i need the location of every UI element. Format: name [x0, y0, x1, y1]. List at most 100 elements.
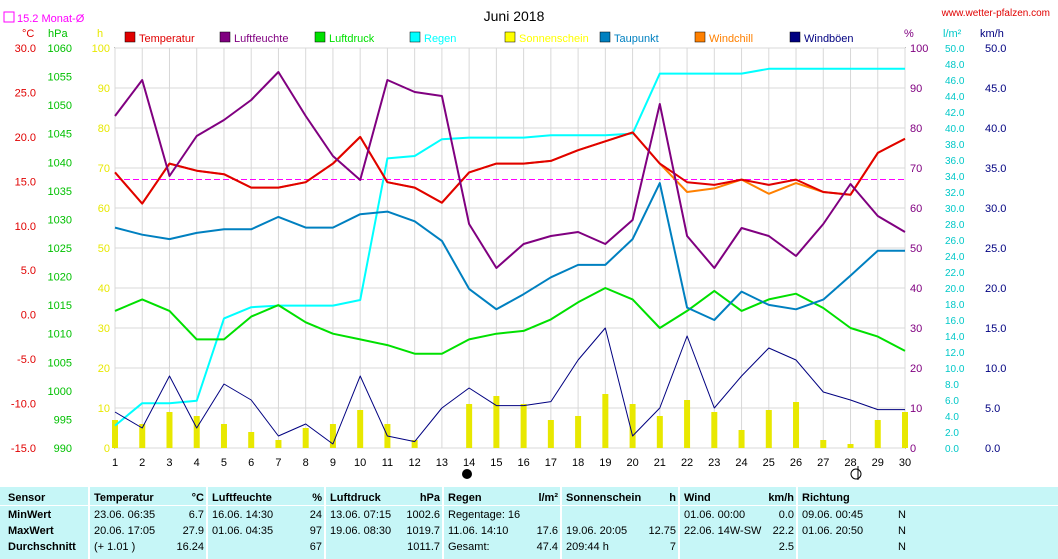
x-tick-20: 21 [654, 457, 666, 469]
sunshine-bar-10 [357, 410, 364, 448]
pressure-line [114, 287, 906, 355]
table-cell-label: 16.06. 14:30 [212, 509, 274, 521]
x-tick-28: 29 [872, 457, 884, 469]
rain-tick-13: 24.0 [945, 252, 965, 263]
weather-chart: 15.2 Monat-Ø Juni 2018 www.wetter-pfalze… [3, 8, 1050, 480]
pct-tick-10: 0 [910, 443, 916, 455]
legend-label-1: Luftfeuchte [234, 33, 288, 45]
hpa-tick-9: 1015 [48, 300, 72, 312]
hpa-tick-13: 995 [54, 414, 72, 426]
table-group-title: Sonnenschein [566, 492, 642, 504]
sunshine-bar-5 [220, 424, 227, 448]
x-tick-11: 12 [409, 457, 421, 469]
temp-tick-5: 5.0 [21, 265, 36, 277]
table-cell-value: 27.9 [182, 525, 204, 537]
table-cell-label: 209:44 h [566, 541, 609, 553]
gust-line [114, 327, 905, 445]
table-group-title: Regen [448, 492, 482, 504]
sunshine-bar-15 [493, 396, 500, 448]
legend-label-3: Regen [424, 33, 456, 45]
min-row-label: MinWert [8, 509, 52, 521]
table-cell-label: 23.06. 06:35 [94, 509, 156, 521]
wind-unit-label: km/h [980, 28, 1004, 40]
x-tick-4: 5 [221, 457, 227, 469]
moon-phase-markers [462, 466, 862, 480]
sunshine-bar-2 [139, 424, 146, 448]
hpa-tick-5: 1035 [48, 186, 72, 198]
x-tick-25: 26 [790, 457, 802, 469]
table-group-title: Luftfeuchte [212, 492, 272, 504]
new-moon-icon [462, 469, 472, 479]
wind-tick-8: 10.0 [985, 363, 1006, 375]
sunshine-bar-9 [329, 424, 336, 448]
wind-tick-3: 35.0 [985, 163, 1006, 175]
rain-tick-24: 2.0 [945, 428, 959, 439]
wind-tick-1: 45.0 [985, 83, 1006, 95]
humidity-line [114, 71, 906, 269]
x-tick-9: 10 [354, 457, 366, 469]
table-cell-label: 19.06. 08:30 [330, 525, 392, 537]
temp-tick-6: 0.0 [21, 310, 36, 322]
sunshine-bar-18 [575, 416, 582, 448]
table-cell-value: N [898, 509, 906, 521]
sunshine-bar-28 [847, 444, 854, 448]
table-cell-value: 6.7 [188, 509, 204, 521]
pct-tick-3: 70 [910, 163, 922, 175]
table-cell-value: 17.6 [536, 525, 558, 537]
x-tick-18: 19 [599, 457, 611, 469]
table-col-separator [442, 487, 444, 559]
sunshine-bar-21 [656, 416, 663, 448]
rain-tick-2: 46.0 [945, 76, 965, 87]
hpa-tick-8: 1020 [48, 272, 72, 284]
table-group-title: Richtung [802, 492, 850, 504]
axes-group: 30.025.020.015.010.05.00.0-5.0-10.0-15.0… [11, 43, 1007, 469]
table-cell-value: 22.2 [772, 525, 794, 537]
hpa-tick-11: 1005 [48, 357, 72, 369]
rain-tick-17: 16.0 [945, 316, 965, 327]
table-cell-value: N [898, 541, 906, 553]
pct-tick-9: 10 [910, 403, 922, 415]
max-row-label: MaxWert [8, 525, 54, 537]
legend-swatch-5 [599, 31, 611, 43]
table-col-separator [796, 487, 798, 559]
sensor-header: Sensor [8, 492, 46, 504]
rain-tick-25: 0.0 [945, 444, 959, 455]
table-cell-value: 97 [309, 525, 322, 537]
sunshine-bar-30 [902, 412, 908, 448]
x-tick-27: 28 [844, 457, 856, 469]
hpa-unit-label: hPa [48, 28, 68, 40]
legend-swatch-7 [789, 31, 801, 43]
table-cell-label: Regentage: 16 [448, 509, 521, 521]
legend-swatch-0 [124, 31, 136, 43]
rain-tick-14: 22.0 [945, 268, 965, 279]
hours-tick-6: 40 [98, 283, 110, 295]
rain-tick-4: 42.0 [945, 108, 965, 119]
temp-unit-label: °C [22, 28, 34, 40]
sunshine-bar-22 [684, 400, 691, 448]
legend-label-0: Temperatur [139, 33, 195, 45]
table-cell-value: N [898, 525, 906, 537]
temp-tick-9: -15.0 [11, 443, 36, 455]
hours-tick-1: 90 [98, 83, 110, 95]
rain-tick-20: 10.0 [945, 364, 965, 375]
table-cell-value: 1002.6 [406, 509, 440, 521]
table-cell-value: 1011.7 [407, 541, 440, 553]
site-link[interactable]: www.wetter-pfalzen.com [941, 8, 1050, 19]
rain-line [114, 67, 905, 427]
hpa-tick-4: 1040 [48, 157, 72, 169]
x-tick-29: 30 [899, 457, 911, 469]
table-group-unit: % [312, 492, 322, 504]
legend-swatch-6 [694, 31, 706, 43]
table-cell-value: 1019.7 [406, 525, 440, 537]
pct-tick-6: 40 [910, 283, 922, 295]
wind-tick-5: 25.0 [985, 243, 1006, 255]
hours-tick-0: 100 [92, 43, 110, 55]
avg-row-label: Durchschnitt [8, 541, 76, 553]
hours-tick-9: 10 [98, 403, 110, 415]
x-tick-10: 11 [382, 457, 393, 469]
x-tick-5: 6 [248, 457, 254, 469]
table-group-unit: °C [191, 492, 204, 504]
sunshine-bar-3 [166, 412, 173, 448]
wind-avg-legend-label: 15.2 Monat-Ø [17, 13, 85, 25]
rain-tick-9: 32.0 [945, 188, 965, 199]
